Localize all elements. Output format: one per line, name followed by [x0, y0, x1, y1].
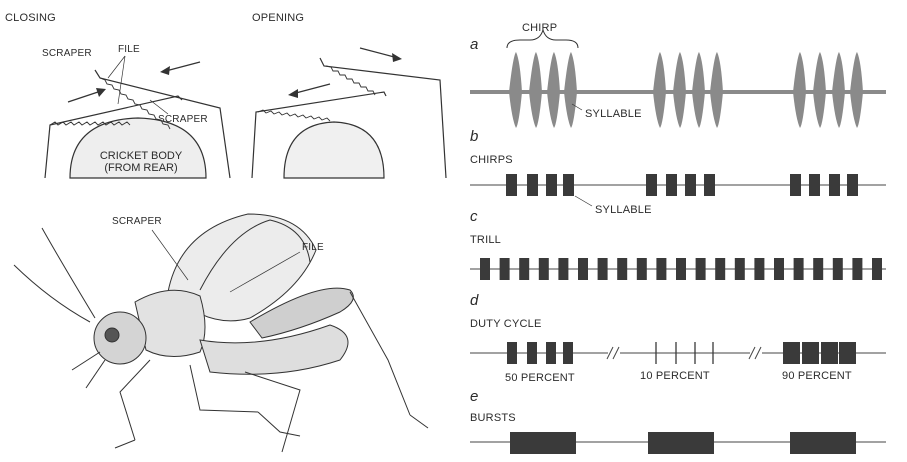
chirp-syllable-3-2 [809, 174, 820, 196]
duty-50-syllable-4 [563, 342, 573, 364]
trill-syllable-9 [636, 258, 647, 280]
duty-90-syllable-3 [821, 342, 838, 364]
trill-syllable-6 [578, 258, 588, 280]
waveform-syllable-3-4 [850, 52, 863, 128]
duty-10-label: 10 PERCENT [640, 370, 710, 382]
waveform-syllable-2-4 [710, 52, 723, 128]
chirp-syllable-1-4 [563, 174, 574, 196]
right-wing-opening [319, 57, 447, 179]
cricket-body-label-line1: CRICKET BODY [99, 150, 183, 162]
arrow-closing-lower [96, 88, 106, 97]
cricket-body-label-line2: (FROM REAR) [104, 162, 178, 174]
waveform-syllable-2-3 [692, 52, 705, 128]
file-label: FILE [118, 44, 140, 55]
trill-syllable-11 [676, 258, 686, 280]
waveform-a [470, 52, 886, 128]
trill-syllable-19 [832, 258, 843, 280]
waveform-syllable-1-1 [509, 52, 522, 128]
cricket-file-label: FILE [302, 242, 324, 253]
trill-syllable-18 [813, 258, 824, 280]
file-teeth-upper-closing [99, 77, 171, 130]
burst-1 [510, 432, 576, 454]
duty-90-syllable-1 [783, 342, 800, 364]
trill-syllable-7 [597, 258, 608, 280]
trill-syllable-3 [519, 258, 530, 280]
trill-title: TRILL [470, 234, 501, 246]
panel-letter-a: a [470, 36, 479, 53]
chirp-syllable-2-4 [704, 174, 715, 196]
bursts-title: BURSTS [470, 412, 516, 424]
duty-50-syllable-3 [546, 342, 556, 364]
left-wing-opening [251, 91, 387, 179]
chirps-title: CHIRPS [470, 154, 513, 166]
arrow-opening-lower [288, 89, 298, 98]
chirp-syllable-1-1 [506, 174, 517, 196]
waveform-syllable-2-1 [653, 52, 666, 128]
trill-syllable-17 [793, 258, 804, 280]
trill-syllable-20 [852, 258, 863, 280]
chirp-syllable-3-4 [847, 174, 858, 196]
chirp-brace [506, 28, 579, 49]
panel-letter-e: e [470, 388, 479, 405]
burst-2 [648, 432, 714, 454]
trill-syllable-10 [656, 258, 667, 280]
panel-letter-d: d [470, 292, 479, 309]
trill-syllable-1 [480, 258, 490, 280]
cricket-scraper-label: SCRAPER [112, 216, 162, 227]
waveform-syllable-1-3 [547, 52, 560, 128]
trill-syllable-13 [715, 258, 726, 280]
duty-90-syllable-2 [802, 342, 819, 364]
arrow-opening-upper [392, 53, 402, 62]
trill-syllable-15 [754, 258, 765, 280]
closing-label: CLOSING [5, 12, 56, 24]
trill-syllable-4 [538, 258, 549, 280]
arrow-closing-upper [160, 66, 170, 75]
trill-syllable-2 [499, 258, 510, 280]
panel-letter-b: b [470, 128, 479, 145]
syllable-label-b: SYLLABLE [595, 204, 652, 216]
burst-3 [790, 432, 856, 454]
waveform-syllable-3-3 [832, 52, 845, 128]
duty-cycle-syllables [507, 342, 856, 364]
chirp-syllable-2-3 [685, 174, 696, 196]
duty-50-syllable-1 [507, 342, 517, 364]
waveform-syllable-1-2 [529, 52, 542, 128]
chirp-syllable-3-3 [829, 174, 840, 196]
trill-syllable-14 [734, 258, 745, 280]
chirp-label: CHIRP [522, 22, 558, 34]
scraper-top-label: SCRAPER [42, 48, 92, 59]
duty-cycle-title: DUTY CYCLE [470, 318, 542, 330]
scraper-mid-label: SCRAPER [158, 114, 208, 125]
waveform-syllable-2-2 [673, 52, 686, 128]
waveform-syllable-3-2 [813, 52, 826, 128]
chirp-syllable-1-3 [546, 174, 557, 196]
trill-syllable-21 [872, 258, 882, 280]
opening-label: OPENING [252, 12, 305, 24]
chirps-syllables [506, 174, 858, 196]
cricket-body-dome-opening [283, 121, 385, 179]
trill-syllables [480, 258, 882, 280]
waveform-syllable-1-4 [564, 52, 577, 128]
cricket-illustration [13, 213, 429, 453]
duty-50-syllable-2 [527, 342, 537, 364]
cricket-body-dome-closing [69, 117, 207, 179]
chirp-syllable-3-1 [790, 174, 801, 196]
duty-90-syllable-4 [839, 342, 856, 364]
trill-syllable-5 [558, 258, 569, 280]
chirp-syllable-2-2 [666, 174, 677, 196]
file-teeth-lower-closing [49, 121, 131, 126]
panel-letter-c: c [470, 208, 478, 225]
trill-syllable-8 [617, 258, 628, 280]
waveform-syllable-3-1 [793, 52, 806, 128]
chirp-syllable-2-1 [646, 174, 657, 196]
duty-90-label: 90 PERCENT [782, 370, 852, 382]
trill-syllable-16 [774, 258, 784, 280]
trill-syllable-12 [695, 258, 706, 280]
right-wing-closing [94, 69, 231, 179]
duty-50-label: 50 PERCENT [505, 372, 575, 384]
syllable-label-a: SYLLABLE [585, 108, 642, 120]
chirp-syllable-1-2 [527, 174, 538, 196]
